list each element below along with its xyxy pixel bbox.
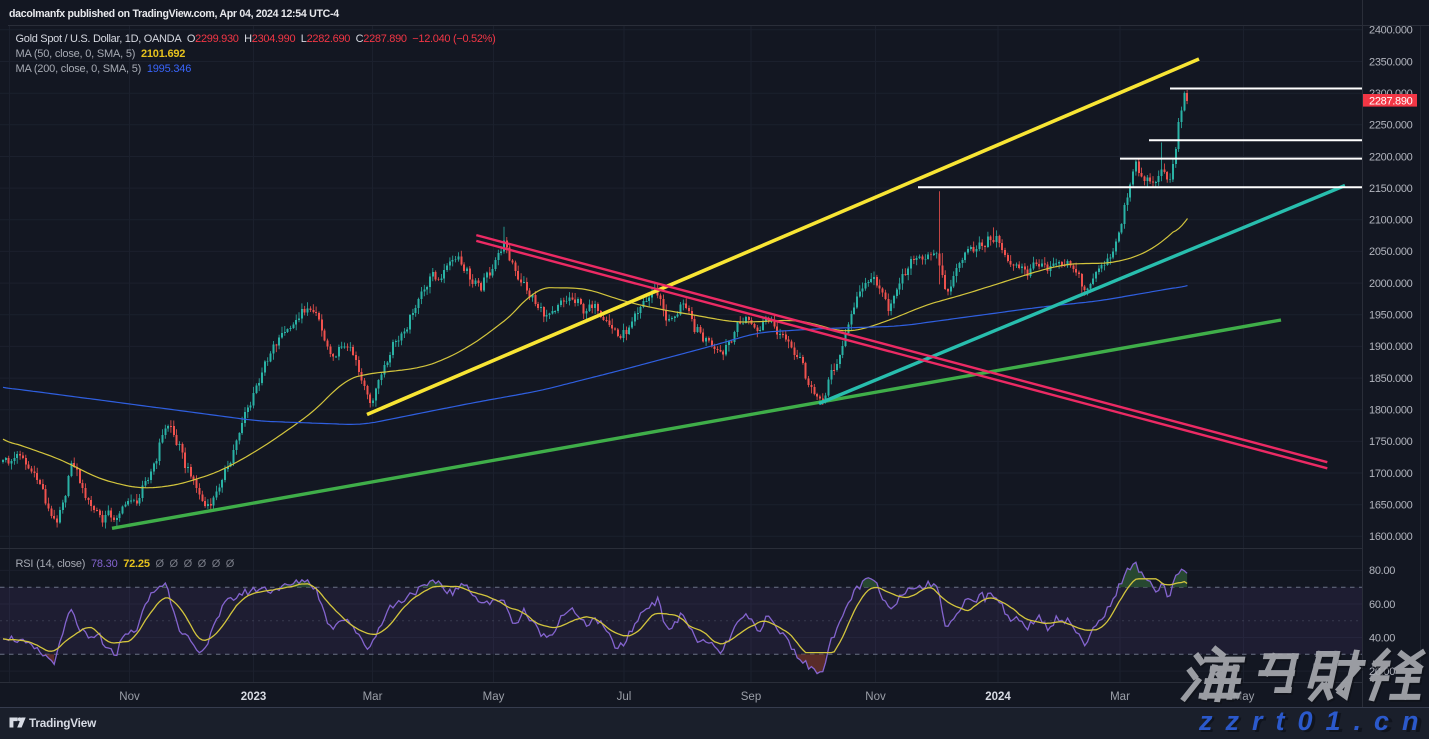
svg-text:2200.000: 2200.000 [1369, 151, 1413, 163]
svg-text:1900.000: 1900.000 [1369, 341, 1413, 353]
svg-text:2250.000: 2250.000 [1369, 120, 1413, 132]
svg-text:2023: 2023 [241, 691, 267, 703]
svg-text:2350.000: 2350.000 [1369, 56, 1413, 68]
svg-text:Nov: Nov [865, 691, 886, 703]
svg-text:zzrt01.cn: zzrt01.cn [1200, 707, 1429, 738]
svg-text:1850.000: 1850.000 [1369, 373, 1413, 385]
svg-text:1650.000: 1650.000 [1369, 500, 1413, 512]
svg-text:2150.000: 2150.000 [1369, 183, 1413, 195]
svg-text:40.00: 40.00 [1369, 632, 1395, 644]
svg-text:2000.000: 2000.000 [1369, 278, 1413, 290]
svg-text:zzrt01.cn: zzrt01.cn [1198, 706, 1429, 736]
svg-text:RSI (14, close) 78.30 72.25: RSI (14, close) 78.30 72.25 Ø Ø Ø Ø Ø Ø [16, 558, 235, 570]
svg-text:2024: 2024 [985, 691, 1011, 703]
svg-text:80.00: 80.00 [1369, 565, 1395, 577]
svg-text:2100.000: 2100.000 [1369, 215, 1413, 227]
svg-text:Mar: Mar [1110, 691, 1130, 703]
svg-text:Mar: Mar [363, 691, 383, 703]
svg-text:Gold Spot / U.S. Dollar, 1D, O: Gold Spot / U.S. Dollar, 1D, OANDA O2299… [16, 33, 496, 45]
svg-text:Nov: Nov [119, 691, 140, 703]
svg-text:TradingView: TradingView [29, 716, 97, 730]
svg-text:1750.000: 1750.000 [1369, 436, 1413, 448]
svg-text:May: May [483, 691, 505, 703]
svg-text:Jul: Jul [617, 691, 632, 703]
svg-text:1600.000: 1600.000 [1369, 531, 1413, 543]
svg-text:1700.000: 1700.000 [1369, 468, 1413, 480]
svg-text:MA (50, close, 0, SMA, 5) 210: MA (50, close, 0, SMA, 5) 2101.692 [16, 48, 186, 60]
svg-text:2050.000: 2050.000 [1369, 246, 1413, 258]
svg-text:2287.890: 2287.890 [1369, 95, 1413, 107]
svg-text:1950.000: 1950.000 [1369, 310, 1413, 322]
svg-text:2400.000: 2400.000 [1369, 25, 1413, 37]
svg-text:dacolmanfx published on Tradin: dacolmanfx published on TradingView.com,… [9, 8, 339, 20]
svg-text:Sep: Sep [741, 691, 761, 703]
svg-text:60.00: 60.00 [1369, 599, 1395, 611]
svg-text:MA (200, close, 0, SMA, 5) 19: MA (200, close, 0, SMA, 5) 1995.346 [16, 63, 192, 75]
svg-text:1800.000: 1800.000 [1369, 405, 1413, 417]
